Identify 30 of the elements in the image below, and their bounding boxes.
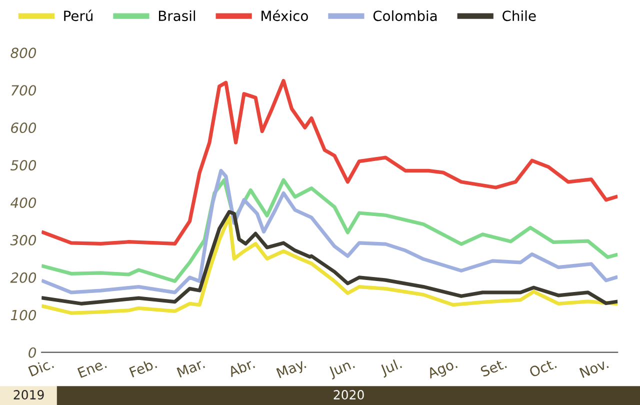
y-tick-label: 500 xyxy=(10,160,36,171)
legend-label: Brasil xyxy=(158,10,196,22)
legend-label: México xyxy=(262,10,308,22)
x-tick-label: May. xyxy=(276,358,308,381)
x-tick-label: Oct. xyxy=(528,358,557,378)
legend-label: Chile xyxy=(502,10,536,22)
x-tick-label: Set. xyxy=(480,358,507,378)
x-tick-label: Ene. xyxy=(77,358,107,378)
text: 2019 xyxy=(14,390,44,400)
x-tick-label: Abr. xyxy=(227,358,256,378)
y-tick-label: 100 xyxy=(10,310,36,320)
line-series xyxy=(42,78,618,246)
x-tick-label: Jun. xyxy=(328,358,356,380)
y-tick-label: 700 xyxy=(12,85,36,96)
y-tick-label: 0 xyxy=(28,347,36,358)
x-tick-label: Ago. xyxy=(426,358,459,382)
line-series xyxy=(42,168,618,294)
legend-label: Colombia xyxy=(373,10,437,22)
y-tick-label: 400 xyxy=(10,197,36,208)
y-tick-label: 300 xyxy=(10,234,36,246)
x-tick-label: Feb. xyxy=(128,358,158,378)
text: 2020 xyxy=(334,390,364,400)
y-tick-label: 600 xyxy=(11,122,36,134)
x-tick-label: Jul. xyxy=(379,358,404,378)
y-tick-label: 200 xyxy=(10,272,36,283)
x-tick-label: Nov. xyxy=(579,358,609,378)
x-tick-label: Mar. xyxy=(176,358,206,378)
legend-label: Perú xyxy=(64,10,92,22)
y-tick-label: 800 xyxy=(10,48,36,58)
x-tick-label: Dic. xyxy=(28,358,54,377)
